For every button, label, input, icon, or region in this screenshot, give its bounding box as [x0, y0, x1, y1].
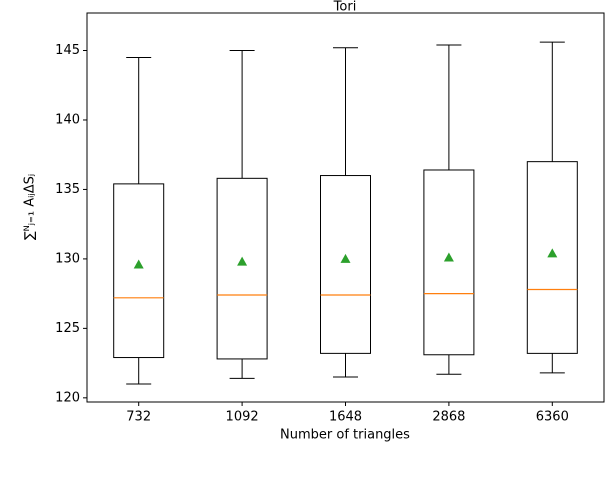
- y-tick-label: 125: [55, 321, 80, 336]
- x-tick-label: 2868: [432, 410, 465, 425]
- y-tick-label: 130: [55, 251, 80, 266]
- y-tick-label: 135: [55, 182, 80, 197]
- mean-marker: [133, 259, 144, 269]
- box: [216, 177, 268, 360]
- y-tick-label: 120: [55, 390, 80, 405]
- box: [320, 175, 371, 354]
- x-tick-label: 732: [126, 410, 151, 425]
- y-axis-label: ∑ᴺⱼ₌₁ AᵢⱼΔSⱼ: [23, 174, 38, 240]
- mean-marker: [340, 253, 351, 263]
- y-tick-label: 145: [55, 43, 80, 58]
- chart-title: Tori: [333, 0, 357, 15]
- box: [423, 169, 475, 356]
- mean-marker: [443, 252, 454, 262]
- x-axis-label: Number of triangles: [280, 428, 410, 443]
- mean-marker: [547, 248, 558, 258]
- x-tick-label: 1092: [226, 410, 259, 425]
- y-tick-label: 140: [55, 112, 80, 127]
- mean-marker: [237, 256, 248, 266]
- box: [526, 161, 578, 354]
- box: [113, 183, 165, 359]
- x-tick-label: 1648: [329, 410, 362, 425]
- x-tick-label: 6360: [536, 410, 569, 425]
